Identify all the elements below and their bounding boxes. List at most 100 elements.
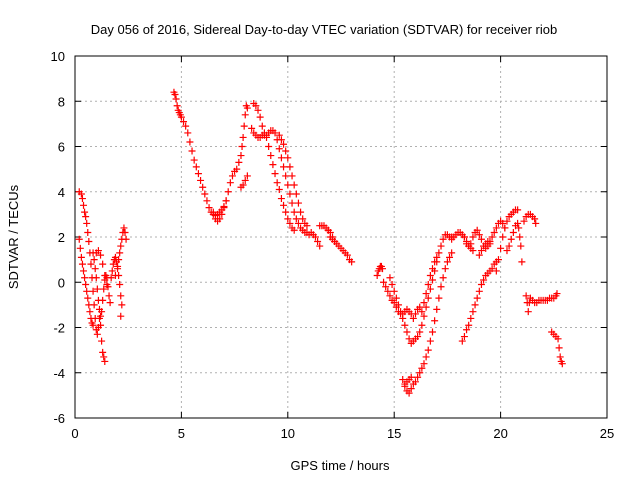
data-point	[348, 258, 356, 266]
data-point	[267, 152, 275, 160]
data-point	[463, 326, 471, 334]
data-point	[471, 301, 479, 309]
data-point	[411, 378, 419, 386]
data-point	[403, 328, 411, 336]
data-point	[117, 292, 125, 300]
data-point	[429, 265, 437, 273]
data-point	[424, 346, 432, 354]
data-point	[503, 247, 511, 255]
data-point	[116, 249, 124, 257]
data-point	[433, 305, 441, 313]
data-point	[399, 314, 407, 322]
data-point	[407, 373, 415, 381]
data-point	[499, 233, 507, 241]
data-point	[477, 247, 485, 255]
data-point	[115, 256, 123, 264]
data-point	[426, 337, 434, 345]
data-point	[388, 281, 396, 289]
data-point	[475, 251, 483, 259]
data-point	[192, 163, 200, 171]
data-point	[271, 129, 279, 137]
data-point	[90, 256, 98, 264]
data-point	[517, 242, 525, 250]
data-point	[426, 285, 434, 293]
data-point	[76, 244, 84, 252]
data-point	[85, 301, 93, 309]
data-point	[378, 265, 386, 273]
y-tick-label: 10	[51, 49, 65, 64]
data-point	[477, 281, 485, 289]
data-point	[205, 204, 213, 212]
data-point	[373, 271, 381, 279]
data-point	[184, 129, 192, 137]
data-point	[275, 131, 283, 139]
data-point	[467, 240, 475, 248]
data-points	[75, 88, 566, 397]
data-point	[275, 145, 283, 153]
data-point	[316, 242, 324, 250]
data-point	[82, 281, 90, 289]
data-point	[111, 271, 119, 279]
data-point	[473, 226, 481, 234]
data-point	[101, 357, 109, 365]
data-point	[518, 258, 526, 266]
data-point	[494, 256, 502, 264]
data-point	[439, 274, 447, 282]
data-point	[93, 330, 101, 338]
data-point	[384, 287, 392, 295]
y-tick-label: 4	[58, 185, 65, 200]
data-point	[505, 242, 513, 250]
data-point	[469, 308, 477, 316]
data-point	[311, 233, 319, 241]
data-point	[101, 271, 109, 279]
data-point	[418, 308, 426, 316]
data-point	[303, 222, 311, 230]
data-point	[414, 373, 422, 381]
data-point	[290, 208, 298, 216]
data-point	[117, 312, 125, 320]
data-point	[292, 190, 300, 198]
data-point	[492, 267, 500, 275]
data-point	[280, 140, 288, 148]
data-point	[243, 104, 251, 112]
data-point	[122, 235, 130, 243]
data-point	[99, 296, 107, 304]
data-point	[97, 312, 105, 320]
data-point	[271, 170, 279, 178]
data-point	[275, 185, 283, 193]
data-point	[218, 210, 226, 218]
data-point	[488, 233, 496, 241]
data-point	[194, 170, 202, 178]
data-point	[92, 274, 100, 282]
y-tick-label: -4	[53, 366, 65, 381]
data-point	[282, 147, 290, 155]
data-point	[475, 231, 483, 239]
data-point	[294, 219, 302, 227]
data-point	[392, 294, 400, 302]
data-point	[98, 308, 106, 316]
data-point	[77, 190, 85, 198]
data-point	[269, 161, 277, 169]
data-point	[180, 118, 188, 126]
data-point	[263, 133, 271, 141]
data-point	[477, 235, 485, 243]
data-point	[86, 308, 94, 316]
data-point	[93, 285, 101, 293]
data-point	[314, 238, 322, 246]
y-tick-label: 0	[58, 275, 65, 290]
data-point	[556, 353, 564, 361]
x-tick-label: 0	[71, 426, 78, 441]
data-point	[273, 179, 281, 187]
data-point	[220, 204, 228, 212]
data-point	[460, 333, 468, 341]
data-point	[509, 228, 517, 236]
data-point	[460, 233, 468, 241]
data-point	[492, 224, 500, 232]
x-tick-label: 20	[493, 426, 507, 441]
data-point	[514, 206, 522, 214]
data-point	[437, 283, 445, 291]
data-point	[78, 260, 86, 268]
data-point	[386, 274, 394, 282]
data-point	[531, 215, 539, 223]
data-point	[284, 181, 292, 189]
